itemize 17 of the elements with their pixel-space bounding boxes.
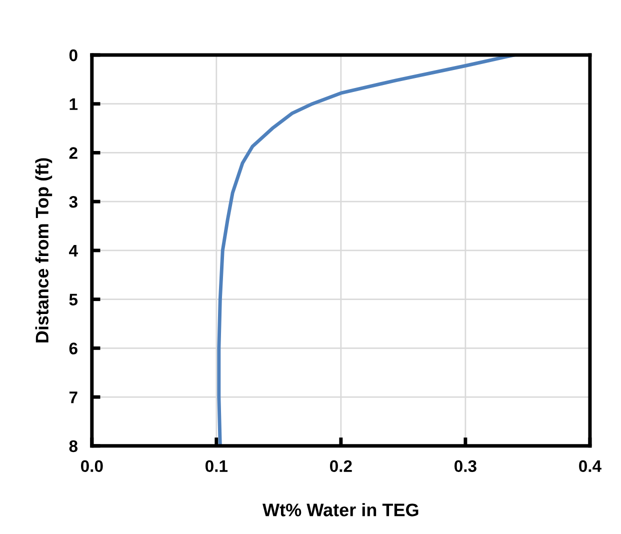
line-series [217,55,516,446]
y-tick-label: 2 [69,147,78,159]
y-tick-label: 1 [70,98,78,110]
x-axis-title: Wt% Water in TEG [262,503,418,516]
y-tick-label: 4 [69,245,78,256]
y-tick-label: 6 [69,342,78,354]
y-tick-label: 7 [69,392,78,404]
x-tick-label: 0.2 [330,460,352,472]
x-tick-label: 0.3 [454,460,476,472]
y-tick-label: 8 [69,440,78,452]
x-tick-label: 0.4 [579,460,602,472]
y-tick-label: 3 [69,196,78,208]
x-tick-label: 0.0 [80,460,103,472]
x-tick-label: 0.1 [205,460,228,472]
y-tick-label: 5 [69,294,78,306]
y-axis-title: Distance from Top (ft) [35,158,52,342]
y-tick-label: 0 [69,49,78,62]
